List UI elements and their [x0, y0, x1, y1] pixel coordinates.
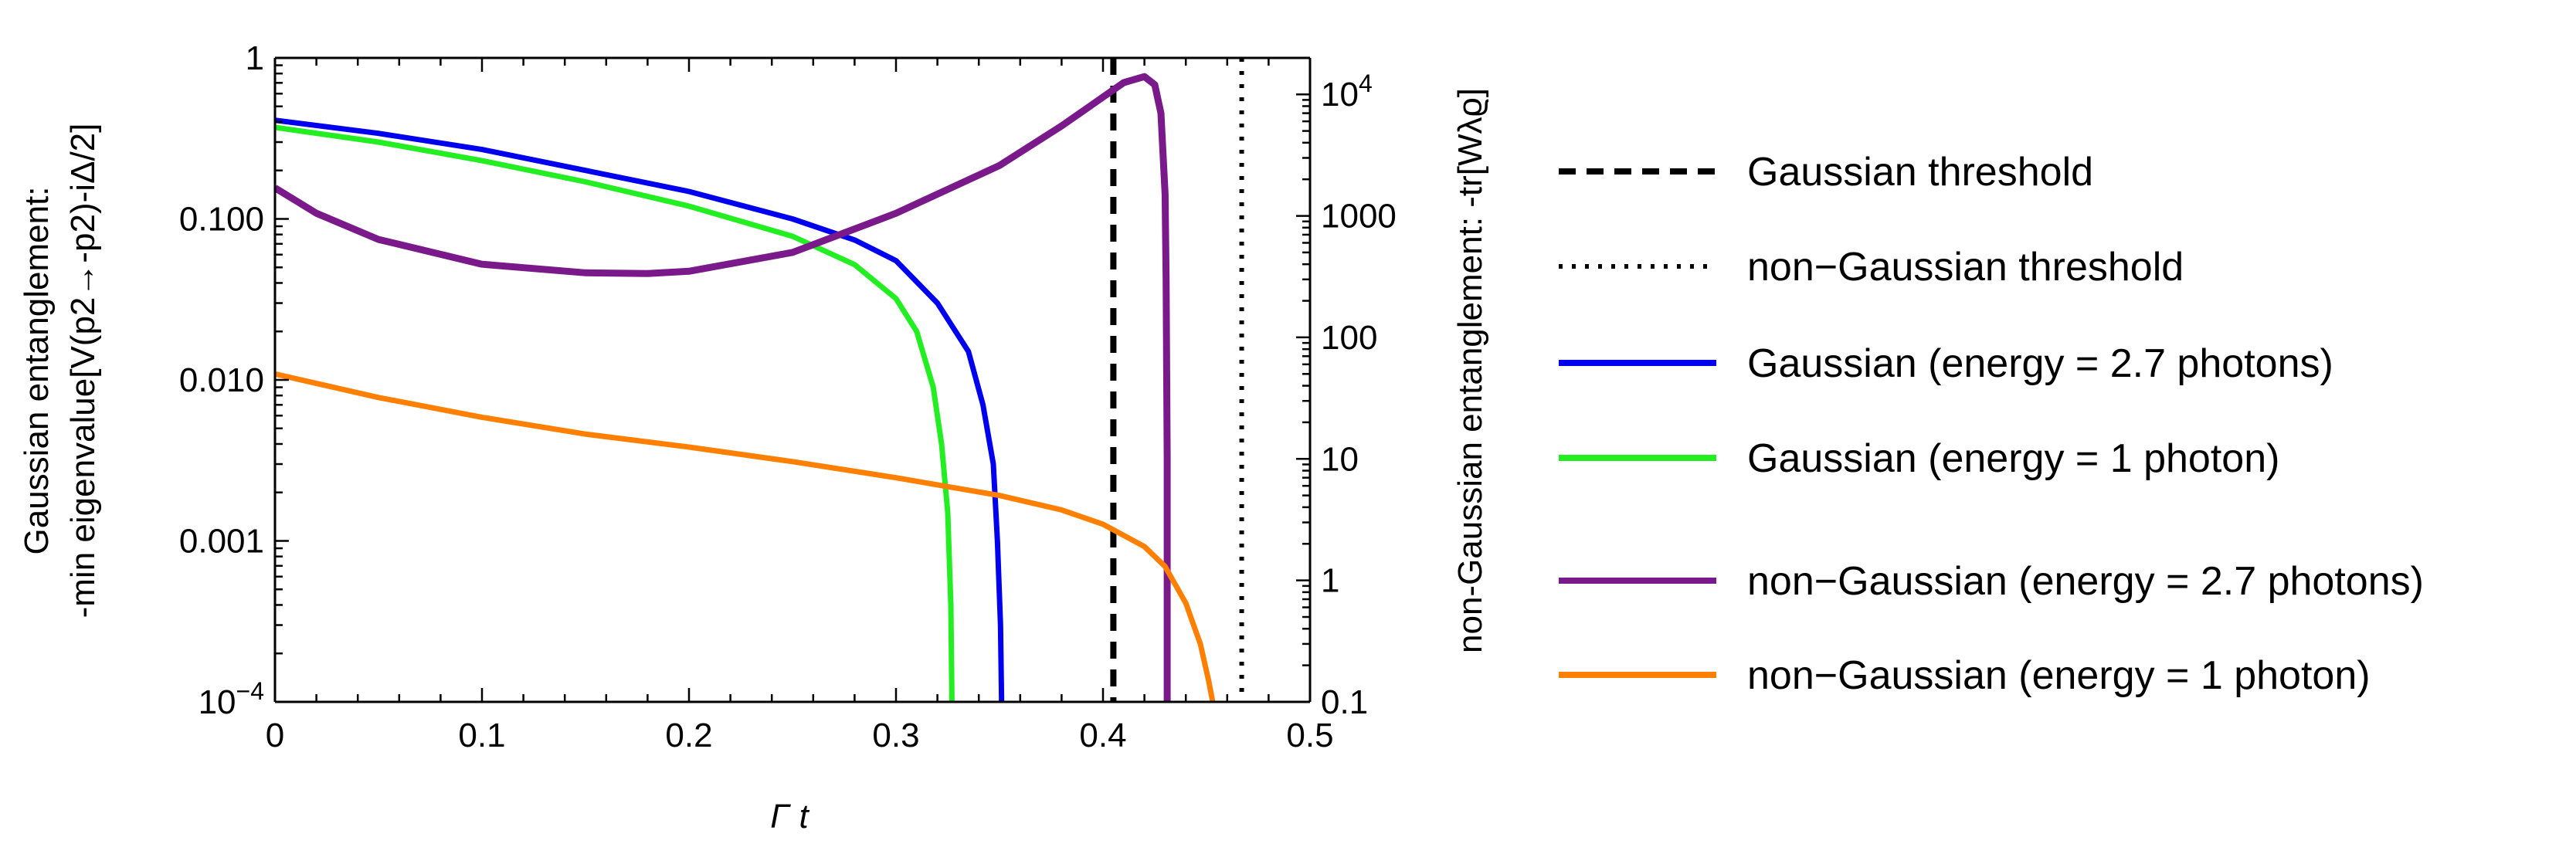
series-nongaussian-2-7	[275, 73, 1171, 702]
legend-gaussian-threshold-label: Gaussian threshold	[1747, 150, 2093, 195]
right-tick-label: 1	[1321, 562, 1339, 600]
x-tick-label: 0.2	[665, 717, 712, 754]
x-tick-label: 0.4	[1079, 717, 1126, 754]
legend-nongaussian-1-label: non−Gaussian (energy = 1 photon)	[1747, 653, 2371, 698]
legend-gaussian-2-7-label: Gaussian (energy = 2.7 photons)	[1747, 341, 2333, 386]
series-gaussian-1	[275, 124, 955, 702]
right-tick-label: 104	[1321, 69, 1373, 114]
left-tick-label: 1	[246, 39, 264, 77]
left-tick-label: 0.100	[179, 201, 264, 239]
legend-non-gaussian-threshold-label: non−Gaussian threshold	[1747, 245, 2184, 290]
x-tick-label: 0	[266, 717, 284, 754]
right-tick-label: 100	[1321, 319, 1377, 357]
left-axis-title-line1: Gaussian entanglement:	[18, 187, 56, 555]
axes: 0 0.1 0.2 0.3 0.4 0.5 1 0.100 0.010 0.001 10−4 104 1…	[179, 39, 1397, 754]
right-axis-title: non-Gaussian entanglement: -tr[Wλϱ]	[1451, 88, 1489, 653]
series-nongaussian-1	[275, 371, 1216, 702]
left-tick-label: 10−4	[199, 677, 264, 721]
x-tick-label: 0.5	[1286, 717, 1333, 754]
x-tick-label: 0.1	[458, 717, 505, 754]
series-gaussian-2-7	[275, 117, 1005, 702]
x-axis-title: Γ t	[770, 798, 809, 835]
plot-area	[275, 58, 1244, 702]
axis-titles: Γ t Gaussian entanglement: -min eigenval…	[18, 88, 1489, 835]
left-axis-title-line2: -min eigenvalue[V(p2→-p2)-iΔ/2]	[64, 124, 102, 618]
legend: Gaussian threshold non−Gaussian threshold…	[1559, 150, 2424, 698]
left-tick-label: 0.010	[179, 361, 264, 399]
x-tick-label: 0.3	[872, 717, 919, 754]
right-tick-label: 1000	[1321, 198, 1397, 236]
right-tick-label: 10	[1321, 440, 1359, 478]
legend-gaussian-1-label: Gaussian (energy = 1 photon)	[1747, 436, 2279, 481]
left-tick-label: 0.001	[179, 523, 264, 561]
legend-nongaussian-2-7-label: non−Gaussian (energy = 2.7 photons)	[1747, 559, 2424, 604]
series-group	[275, 73, 1216, 702]
right-tick-label: 0.1	[1321, 683, 1368, 721]
